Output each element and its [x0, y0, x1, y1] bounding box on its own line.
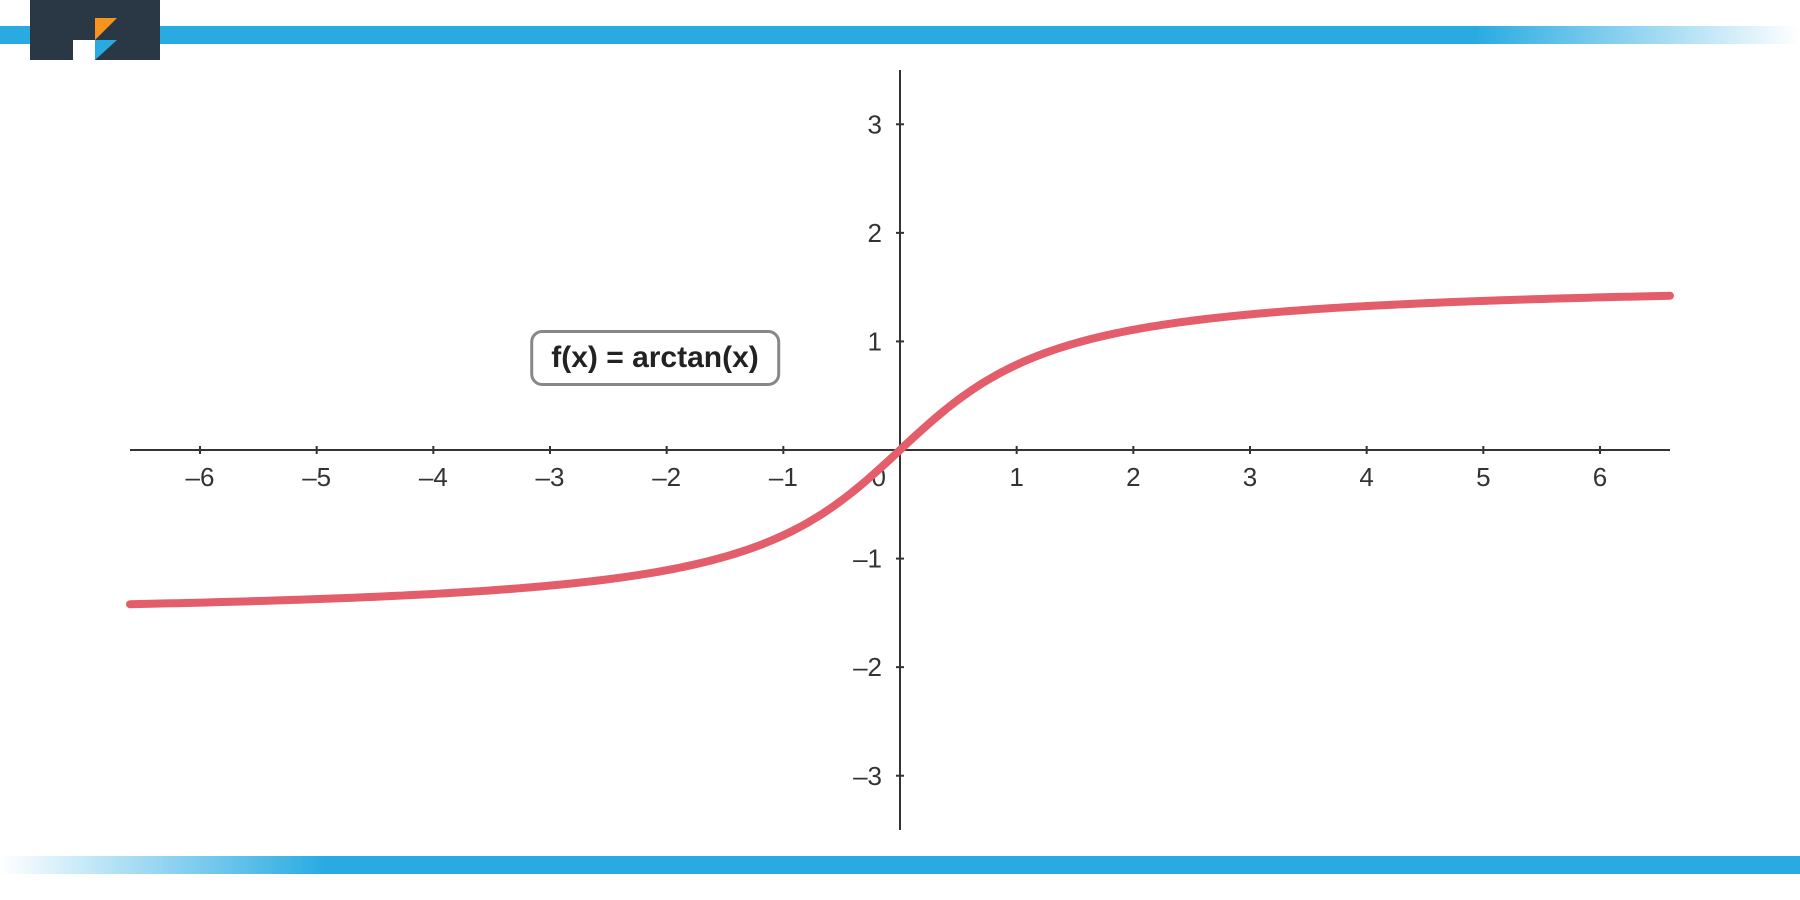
- svg-text:5: 5: [1476, 462, 1490, 492]
- svg-text:3: 3: [1243, 462, 1257, 492]
- svg-text:–6: –6: [186, 462, 215, 492]
- svg-text:–3: –3: [536, 462, 565, 492]
- chart-container: –6–5–4–3–2–11234560–3–2–1123 f(x) = arct…: [0, 60, 1800, 840]
- svg-text:6: 6: [1593, 462, 1607, 492]
- function-label-box: f(x) = arctan(x): [530, 330, 780, 386]
- svg-text:1: 1: [868, 327, 882, 357]
- svg-text:–1: –1: [769, 462, 798, 492]
- svg-text:–2: –2: [853, 652, 882, 682]
- svg-text:–1: –1: [853, 544, 882, 574]
- svg-text:–2: –2: [652, 462, 681, 492]
- arctan-chart: –6–5–4–3–2–11234560–3–2–1123: [0, 60, 1800, 840]
- svg-text:3: 3: [868, 109, 882, 139]
- bottom-bar-left: [0, 856, 324, 874]
- svg-text:–3: –3: [853, 761, 882, 791]
- bottom-accent-bar: [0, 856, 1800, 874]
- top-bar-left: [0, 26, 1476, 44]
- svg-text:2: 2: [868, 218, 882, 248]
- svg-text:2: 2: [1126, 462, 1140, 492]
- svg-text:4: 4: [1359, 462, 1373, 492]
- top-accent-bar: [0, 26, 1800, 44]
- bottom-bar-right: [324, 856, 1800, 874]
- function-label-text: f(x) = arctan(x): [551, 341, 759, 374]
- svg-text:–5: –5: [302, 462, 331, 492]
- svg-text:–4: –4: [419, 462, 448, 492]
- svg-text:1: 1: [1009, 462, 1023, 492]
- top-bar-right: [1476, 26, 1800, 44]
